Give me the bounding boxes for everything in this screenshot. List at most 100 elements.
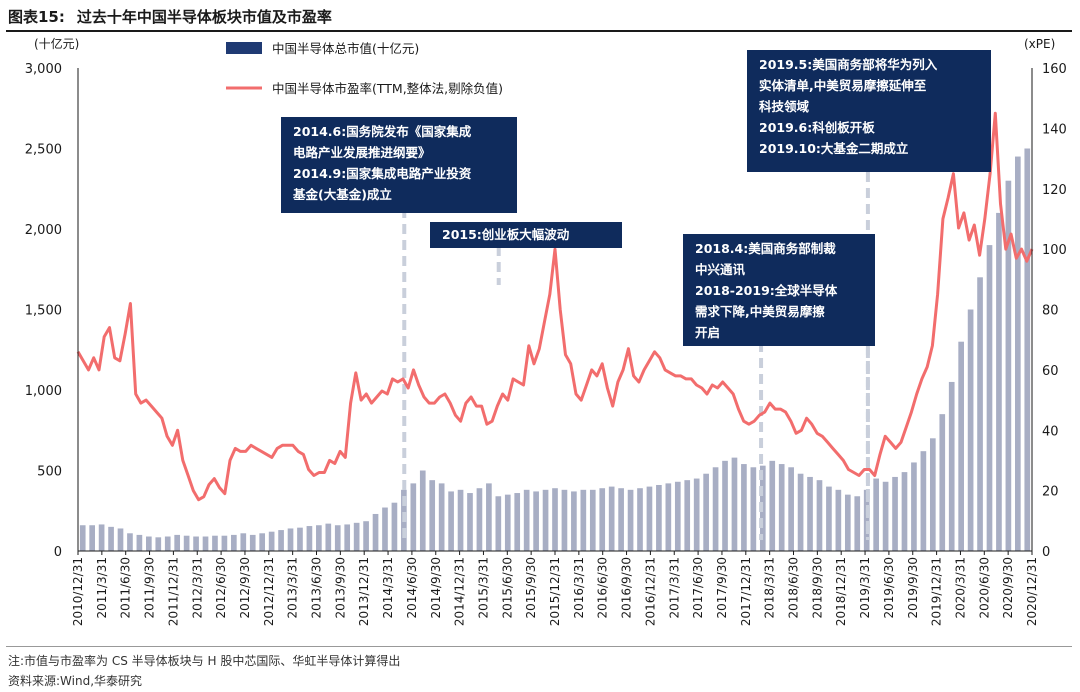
- market-cap-bar: [486, 483, 492, 551]
- market-cap-bar: [731, 457, 738, 551]
- x-tick-label: 2019/6/30: [882, 557, 896, 619]
- right-tick-label: 0: [1042, 545, 1050, 560]
- market-cap-bar: [410, 483, 417, 551]
- market-cap-bar: [164, 536, 171, 551]
- market-cap-bar: [127, 533, 133, 551]
- figure-number: 图表15:: [8, 8, 65, 26]
- market-cap-bar: [684, 480, 691, 551]
- market-cap-bar: [608, 486, 615, 551]
- x-tick-label: 2010/12/31: [71, 557, 85, 626]
- figure-title: 图表15: 过去十年中国半导体板块市值及市盈率: [8, 6, 332, 27]
- market-cap-bar: [958, 341, 964, 551]
- x-tick-label: 2014/6/30: [405, 557, 419, 619]
- market-cap-bar: [911, 462, 917, 551]
- market-cap-bar: [769, 460, 776, 551]
- market-cap-bar: [306, 526, 313, 551]
- x-tick-label: 2014/3/31: [381, 557, 395, 619]
- market-cap-bar: [495, 496, 502, 551]
- market-cap-bar: [89, 525, 96, 551]
- x-tick-label: 2017/9/30: [715, 557, 729, 619]
- right-tick-label: 20: [1042, 485, 1059, 500]
- market-cap-bar: [79, 525, 86, 551]
- market-cap-bar: [589, 489, 596, 551]
- x-tick-label: 2020/9/30: [1001, 557, 1015, 619]
- market-cap-bar: [580, 489, 587, 551]
- market-cap-bar: [268, 531, 275, 551]
- market-cap-bar: [467, 493, 473, 551]
- x-tick-label: 2011/9/30: [143, 557, 157, 619]
- x-tick-label: 2020/12/31: [1025, 557, 1039, 626]
- market-cap-bar: [363, 521, 369, 551]
- market-cap-bar: [117, 528, 124, 551]
- x-tick-label: 2018/6/30: [787, 557, 801, 619]
- x-tick-label: 2014/9/30: [429, 557, 443, 619]
- market-cap-bar: [996, 212, 1002, 551]
- market-cap-bar: [561, 489, 568, 551]
- market-cap-bar: [136, 534, 143, 551]
- market-cap-bar: [1005, 180, 1012, 551]
- market-cap-bar: [202, 536, 209, 551]
- market-cap-bar: [967, 309, 974, 551]
- annotation-box: 2019.5:美国商务部将华为列入 实体清单,中美贸易摩擦延伸至 科技领域 20…: [747, 50, 991, 172]
- market-cap-bar: [939, 414, 946, 551]
- x-tick-label: 2013/3/31: [286, 557, 300, 619]
- market-cap-bar: [297, 527, 303, 551]
- market-cap-bar: [457, 489, 464, 551]
- market-cap-bar: [599, 488, 606, 551]
- right-tick-label: 40: [1042, 424, 1059, 439]
- x-tick-label: 2016/9/30: [620, 557, 634, 619]
- x-tick-label: 2015/3/31: [476, 557, 490, 619]
- market-cap-bar: [882, 481, 889, 551]
- market-cap-bar: [287, 528, 294, 551]
- market-cap-bar: [807, 476, 813, 551]
- market-cap-bar: [693, 478, 700, 551]
- market-cap-bar: [741, 464, 747, 551]
- right-tick-label: 120: [1042, 183, 1067, 198]
- x-tick-label: 2019/9/30: [906, 557, 920, 619]
- x-tick-label: 2013/9/30: [333, 557, 347, 619]
- market-cap-bar: [552, 488, 558, 551]
- x-tick-label: 2015/6/30: [500, 557, 514, 619]
- footer-source: 资料来源:Wind,华泰研究: [8, 674, 143, 688]
- market-cap-bar: [108, 526, 114, 551]
- legend-label-line: 中国半导体市盈率(TTM,整体法,剔除负值): [272, 81, 503, 96]
- market-cap-bar: [712, 467, 719, 551]
- market-cap-bar: [920, 451, 927, 551]
- market-cap-bar: [1014, 156, 1021, 552]
- market-cap-bar: [986, 245, 993, 551]
- market-cap-bar: [637, 488, 643, 551]
- market-cap-bar: [212, 535, 218, 551]
- market-cap-bar: [863, 489, 870, 551]
- market-cap-bar: [231, 534, 237, 551]
- market-cap-bar: [183, 535, 190, 551]
- footer-note: 注:市值与市盈率为 CS 半导体板块与 H 股中芯国际、华虹半导体计算得出: [8, 654, 401, 668]
- x-tick-label: 2020/6/30: [977, 557, 991, 619]
- market-cap-bar: [240, 533, 247, 551]
- x-tick-label: 2011/12/31: [166, 557, 180, 626]
- x-tick-label: 2018/9/30: [810, 557, 824, 619]
- market-cap-bar: [646, 486, 653, 551]
- market-cap-bar: [656, 484, 662, 551]
- market-cap-bar: [627, 489, 634, 551]
- market-cap-bar: [174, 534, 181, 551]
- market-cap-bar: [571, 491, 577, 551]
- market-cap-bar: [523, 489, 530, 551]
- market-cap-bar: [854, 496, 861, 551]
- x-tick-label: 2015/12/31: [548, 557, 562, 626]
- market-cap-bar: [618, 488, 624, 551]
- market-cap-bar: [674, 481, 681, 551]
- x-tick-label: 2017/12/31: [739, 557, 753, 626]
- x-tick-label: 2018/12/31: [834, 557, 848, 626]
- market-cap-bar: [816, 480, 823, 551]
- market-cap-bar: [353, 522, 360, 551]
- market-cap-bar: [722, 460, 728, 551]
- market-cap-bar: [788, 467, 794, 551]
- left-tick-label: 2,500: [25, 143, 62, 158]
- market-cap-bar: [797, 473, 804, 551]
- x-tick-label: 2016/6/30: [596, 557, 610, 619]
- right-axis-unit: (xPE): [1024, 37, 1055, 51]
- x-tick-label: 2012/9/30: [238, 557, 252, 619]
- market-cap-bar: [533, 491, 539, 551]
- market-cap-bar: [542, 489, 549, 551]
